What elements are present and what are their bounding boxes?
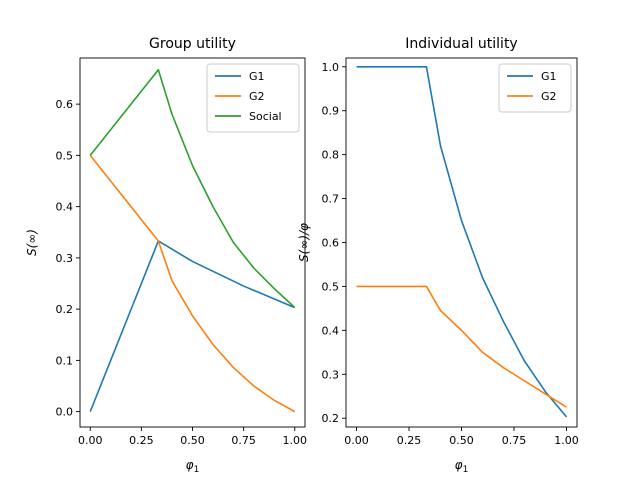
series-line-social [89,68,296,309]
series-line-g1 [89,240,296,412]
legend-label: Social [249,110,282,123]
y-tick-label: 0.6 [322,237,340,250]
y-tick-label: 0.3 [322,368,340,381]
y-tick-label: 0.6 [56,98,74,111]
x-tick-label: 0.75 [231,434,256,447]
y-tick-label: 1.0 [322,61,340,74]
y-tick-label: 0.2 [322,412,340,425]
legend-label: G2 [249,90,265,103]
y-tick-label: 0.7 [322,193,340,206]
axes-frame [345,57,578,428]
x-tick-label: 0.50 [449,434,474,447]
x-tick-label: 0.00 [78,434,103,447]
x-tick-label: 0.75 [502,434,527,447]
legend-label: G2 [541,90,557,103]
chart-panel-2: 0.00 0.25 0.50 0.75 1.00 0.2 0.3 0.4 0.5 0.6 0.7 0.… [297,36,579,475]
y-axis-label: S(∞)/φ [297,223,311,262]
y-tick-label: 0.8 [322,149,340,162]
y-tick-label: 0.9 [322,105,340,118]
y-tick-label: 0.3 [56,252,74,265]
chart-title: Group utility [149,36,236,52]
legend-box [206,63,300,133]
x-tick-label: 0.25 [397,434,422,447]
y-tick-label: 0.0 [56,406,74,419]
y-tick-label: 0.4 [56,201,74,214]
x-tick-label: 0.50 [180,434,205,447]
x-tick-label: 0.00 [344,434,369,447]
x-tick-label: 1.00 [554,434,579,447]
series-line-g2 [356,285,567,408]
y-tick-label: 0.2 [56,303,74,316]
legend-box [498,63,572,113]
legend-label: G1 [541,70,557,83]
y-tick-label: 0.1 [56,354,74,367]
y-tick-label: 0.4 [322,324,340,337]
y-axis-label: S(∞) [25,229,39,256]
x-axis-label: φ1 [455,458,469,475]
legend-label: G1 [249,70,265,83]
y-tick-label: 0.5 [56,149,74,162]
chart-panel-1: 0.00 0.25 0.50 0.75 1.00 0.0 0.1 0.2 0.3 0.4 0.5 0.… [25,36,307,475]
y-tick-label: 0.5 [322,280,340,293]
series-line-g1 [356,65,568,418]
chart-title: Individual utility [405,36,517,52]
x-axis-label: φ1 [186,458,200,475]
series-line-g2 [89,154,296,413]
x-tick-label: 0.25 [129,434,154,447]
x-tick-label: 1.00 [283,434,308,447]
